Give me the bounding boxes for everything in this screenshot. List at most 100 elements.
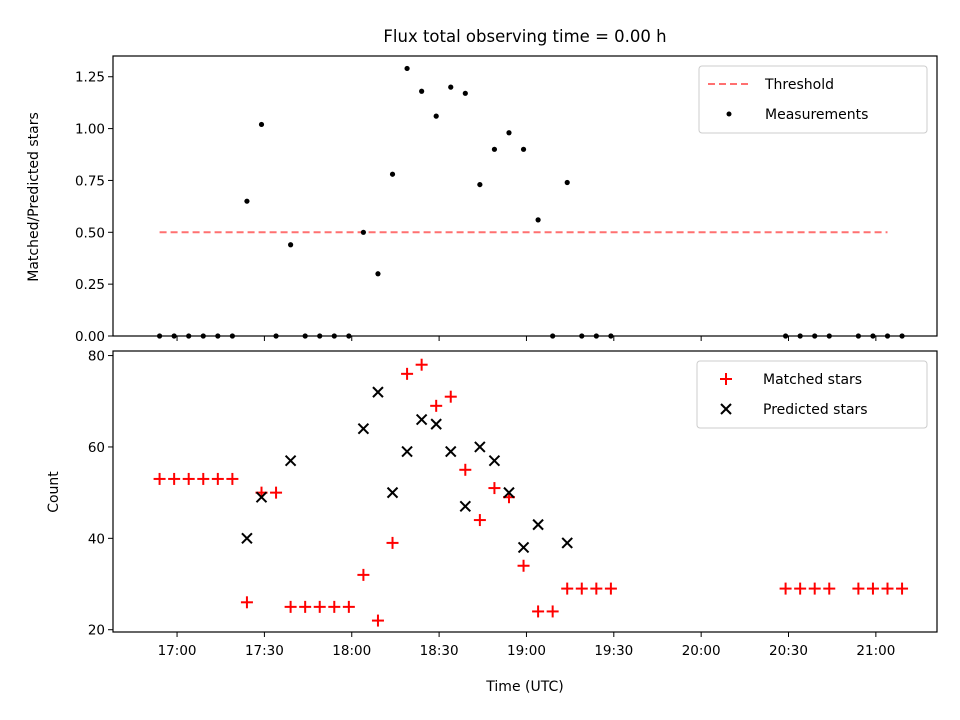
- x-tick-label: 19:00: [507, 643, 546, 659]
- measurement-point: [375, 271, 381, 277]
- top-plot-area: 0.00 0.25 0.50 0.75 1.00 1.25: [75, 65, 905, 345]
- matched-star-point: [881, 582, 894, 595]
- top-y-tick-label: 1.00: [75, 122, 105, 138]
- matched-star-point: [561, 582, 574, 595]
- measurement-point: [462, 90, 468, 96]
- measurement-point: [506, 130, 512, 136]
- matched-star-point: [182, 472, 195, 485]
- predicted-star-point: [401, 445, 413, 458]
- measurement-point: [535, 217, 541, 223]
- predicted-star-point: [372, 386, 384, 398]
- bottom-y-tick-label: 40: [88, 531, 105, 547]
- measurement-point: [404, 65, 410, 72]
- measurement-point: [244, 198, 250, 204]
- matched-star-point: [153, 472, 166, 485]
- matched-star-point: [575, 582, 588, 595]
- threshold-legend-label: Threshold: [764, 77, 834, 93]
- bottom-legend: Matched stars Predicted stars: [696, 360, 928, 429]
- matched-star-point: [240, 596, 253, 609]
- predicted-star-point: [474, 441, 486, 453]
- matched-legend-swatch: [720, 373, 732, 385]
- measurement-point: [477, 181, 483, 188]
- matched-star-point: [270, 486, 283, 499]
- top-y-tick-label: 0.25: [75, 277, 105, 293]
- matched-star-point: [823, 582, 836, 595]
- matched-star-point: [386, 536, 399, 549]
- matched-star-point: [473, 514, 486, 527]
- measurement-point: [419, 88, 425, 94]
- predicted-star-point: [241, 532, 253, 545]
- counts-panel: Count Time (UTC) 20 40 60 80 17:00 17:30 18:00…: [46, 349, 938, 695]
- top-y-tick-label: 0.50: [75, 225, 105, 241]
- predicted-star-point: [561, 537, 573, 549]
- matched-star-point: [197, 472, 210, 485]
- measurement-point: [433, 113, 439, 119]
- matched-star-point: [532, 605, 545, 618]
- matched-star-point: [604, 582, 617, 595]
- top-y-tick-label: 0.75: [75, 173, 105, 189]
- matched-star-point: [211, 472, 224, 485]
- matched-star-point: [357, 568, 370, 581]
- bottom-y-tick-label: 80: [88, 349, 105, 365]
- x-tick-label: 20:00: [682, 643, 721, 659]
- predicted-star-point: [488, 454, 501, 467]
- bottom-y-tick-label: 60: [88, 440, 105, 456]
- bottom-plot-area: 20 40 60 80 17:00 17:30 18:00 18:30 19:00 19:30 20…: [88, 349, 909, 659]
- measurements-legend-swatch: [726, 111, 732, 117]
- predicted-star-point: [532, 518, 544, 531]
- top-y-tick-label: 1.25: [75, 70, 105, 86]
- predicted-star-point: [445, 445, 457, 458]
- matched-star-point: [401, 367, 414, 380]
- predicted-star-point: [386, 486, 399, 499]
- matched-star-point: [168, 472, 181, 485]
- matched-legend-label: Matched stars: [763, 372, 862, 388]
- matched-star-point: [896, 582, 909, 595]
- predicted-star-point: [357, 422, 370, 435]
- measurement-point: [288, 242, 294, 248]
- measurement-point: [448, 84, 454, 90]
- matched-star-point: [852, 582, 865, 595]
- x-tick-label: 18:30: [420, 643, 459, 659]
- predicted-star-point: [255, 491, 268, 503]
- matched-star-point: [313, 600, 326, 613]
- matched-star-point: [328, 600, 341, 613]
- predicted-star-point: [430, 418, 442, 430]
- matched-star-point: [808, 582, 821, 595]
- matched-star-point: [226, 472, 239, 485]
- matched-star-point: [371, 614, 384, 627]
- matched-star-point: [779, 582, 792, 595]
- x-tick-label: 21:00: [856, 643, 895, 659]
- predicted-star-point: [459, 500, 472, 513]
- measurement-point: [520, 146, 527, 152]
- x-tick-label: 18:00: [332, 643, 371, 659]
- matched-star-point: [590, 582, 603, 595]
- chart-title: Flux total observing time = 0.00 h: [383, 27, 666, 46]
- x-tick-label: 19:30: [594, 643, 633, 659]
- bottom-y-axis-label: Count: [46, 471, 62, 513]
- matched-star-point: [444, 390, 457, 403]
- ratio-panel: Flux total observing time = 0.00 h Match…: [26, 27, 938, 345]
- matched-star-point: [546, 605, 559, 618]
- top-y-tick-label: 0.00: [75, 329, 105, 345]
- x-axis-label: Time (UTC): [485, 679, 563, 695]
- measurements-legend-label: Measurements: [765, 107, 868, 123]
- bottom-plot-frame: [112, 350, 938, 633]
- top-legend: Threshold Measurements: [698, 65, 928, 134]
- measurement-point: [258, 121, 265, 128]
- top-legend-box: [698, 65, 928, 134]
- matched-star-point: [284, 600, 297, 613]
- x-tick-label: 20:30: [769, 643, 808, 659]
- top-plot-frame: [112, 55, 938, 337]
- predicted-star-point: [284, 454, 297, 467]
- matched-star-point: [415, 358, 428, 371]
- matched-star-point: [342, 600, 355, 613]
- bottom-legend-box: [696, 360, 928, 429]
- matched-star-point: [459, 463, 472, 476]
- predicted-star-point: [415, 413, 428, 426]
- matched-star-point: [299, 600, 312, 613]
- matched-star-point: [430, 399, 443, 412]
- matched-star-point: [517, 559, 530, 572]
- measurement-point: [491, 146, 498, 152]
- predicted-star-point: [517, 541, 530, 554]
